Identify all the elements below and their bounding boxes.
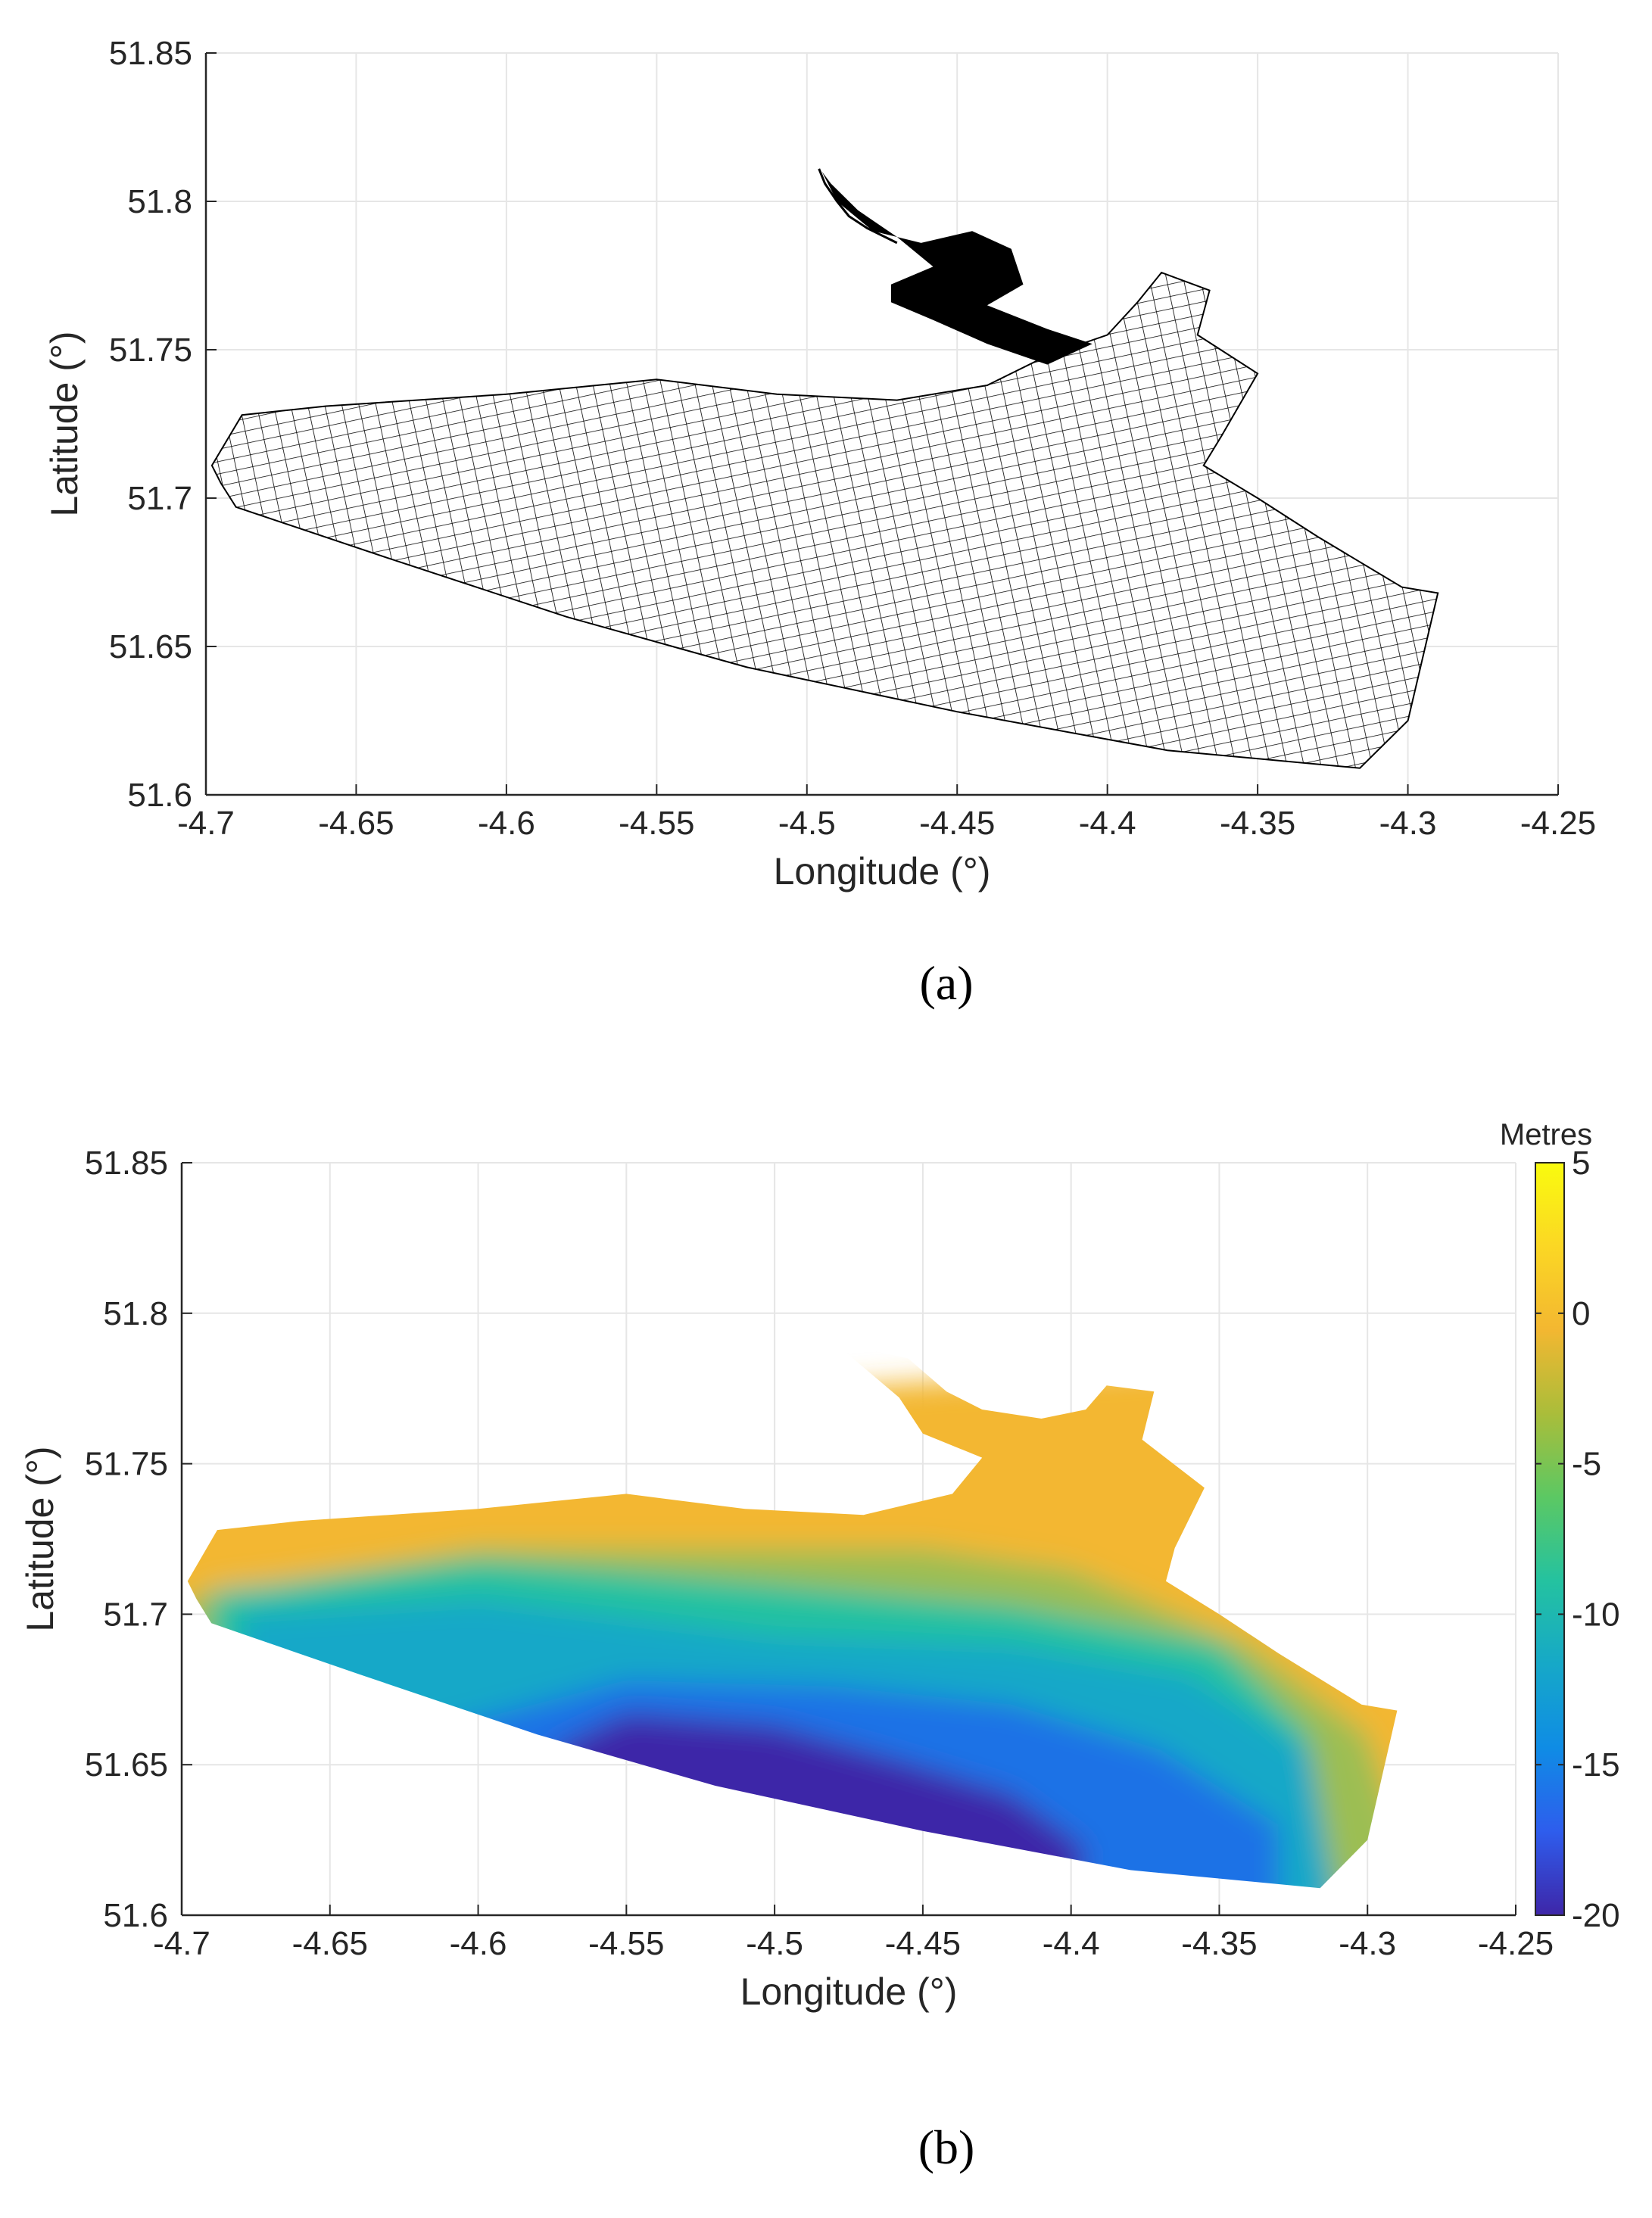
colorbar-tick-label: -10	[1572, 1596, 1620, 1633]
panel-a: -4.7 -4.65 -4.6 -4.55 -4.5 -4.45 -4.4 -4.35 -4.3…	[43, 35, 1596, 1010]
panel-a-estuary-mesh	[821, 171, 1093, 365]
x-tick-label: -4.65	[292, 1925, 368, 1962]
panel-b-x-label: Longitude (°)	[740, 1970, 958, 2013]
y-tick-label: 51.6	[103, 1897, 168, 1934]
colorbar-tick-label: 5	[1572, 1145, 1590, 1182]
colorbar-ticks: 5 0 -5 -10 -15 -20	[1535, 1145, 1620, 1934]
x-tick-label: -4.3	[1379, 805, 1437, 842]
colorbar-tick-label: -20	[1572, 1897, 1620, 1934]
panel-a-mesh	[210, 271, 1439, 769]
colorbar-tick-label: -5	[1572, 1446, 1601, 1483]
colorbar-title: Metres	[1500, 1118, 1592, 1151]
y-tick-label: 51.7	[103, 1596, 168, 1633]
colorbar-tick-label: -15	[1572, 1746, 1620, 1783]
y-tick-label: 51.85	[109, 35, 192, 72]
panel-a-axes: -4.7 -4.65 -4.6 -4.55 -4.5 -4.45 -4.4 -4.35 -4.3…	[109, 35, 1596, 842]
panel-a-x-label: Longitude (°)	[774, 850, 991, 892]
panel-b-axes: -4.7 -4.65 -4.6 -4.55 -4.5 -4.45 -4.4 -4.35 -4.3…	[85, 1145, 1554, 1962]
panel-b-bathymetry	[187, 1343, 1398, 1889]
x-tick-label: -4.7	[153, 1925, 210, 1962]
y-tick-label: 51.7	[127, 480, 192, 517]
colorbar	[1535, 1162, 1565, 1916]
x-tick-label: -4.4	[1043, 1925, 1100, 1962]
x-tick-label: -4.7	[177, 805, 235, 842]
y-tick-label: 51.6	[127, 777, 192, 814]
x-tick-label: -4.6	[450, 1925, 507, 1962]
x-tick-label: -4.45	[885, 1925, 961, 1962]
panel-a-river-channel	[818, 168, 898, 245]
y-tick-label: 51.75	[85, 1446, 168, 1483]
x-tick-label: -4.35	[1181, 1925, 1257, 1962]
panel-b-caption: (b)	[918, 2120, 975, 2174]
panel-a-caption: (a)	[919, 956, 973, 1010]
y-tick-label: 51.85	[85, 1145, 168, 1182]
x-tick-label: -4.65	[318, 805, 394, 842]
panel-b: -4.7 -4.65 -4.6 -4.55 -4.5 -4.45 -4.4 -4.35 -4.3…	[19, 1118, 1620, 2174]
x-tick-label: -4.4	[1079, 805, 1136, 842]
x-tick-label: -4.45	[919, 805, 995, 842]
panel-b-y-label: Latitude (°)	[19, 1446, 61, 1631]
x-tick-label: -4.55	[588, 1925, 664, 1962]
x-tick-label: -4.35	[1220, 805, 1295, 842]
x-tick-label: -4.55	[619, 805, 694, 842]
colorbar-tick-label: 0	[1572, 1295, 1590, 1332]
x-tick-label: -4.3	[1339, 1925, 1396, 1962]
x-tick-label: -4.5	[778, 805, 836, 842]
y-tick-label: 51.8	[103, 1295, 168, 1332]
x-tick-label: -4.25	[1478, 1925, 1554, 1962]
x-tick-label: -4.25	[1520, 805, 1596, 842]
x-tick-label: -4.6	[478, 805, 535, 842]
panel-a-y-label: Latitude (°)	[43, 331, 86, 516]
y-tick-label: 51.65	[109, 628, 192, 665]
y-tick-label: 51.8	[127, 183, 192, 220]
x-tick-label: -4.5	[746, 1925, 803, 1962]
y-tick-label: 51.65	[85, 1746, 168, 1783]
y-tick-label: 51.75	[109, 332, 192, 369]
